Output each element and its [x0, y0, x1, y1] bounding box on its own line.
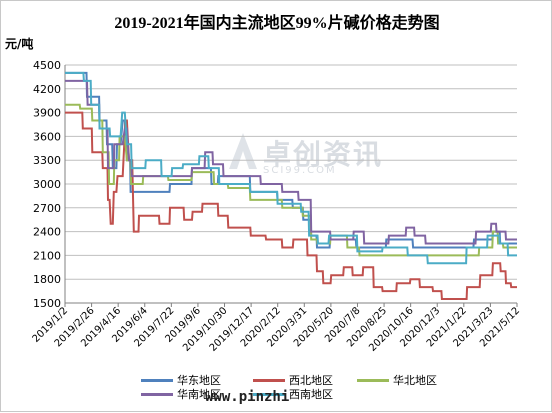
y-tick-label-5: 3000	[33, 178, 61, 191]
source-website-text: www.pinzhi	[205, 389, 290, 405]
y-tick-label-2: 2100	[33, 249, 61, 262]
series-line-4	[65, 71, 517, 265]
series-line-3	[65, 79, 517, 245]
y-axis-ticks: 1500 1800 2100 2400 2700 3000 3300 3600 3900 4200…	[33, 59, 61, 310]
y-tick-label-0: 1500	[33, 297, 61, 310]
series-line-1	[65, 111, 517, 300]
y-tick-label-8: 3900	[33, 107, 61, 120]
y-tick-label-1: 1800	[33, 273, 61, 286]
watermark-subtext: SCI99.COM	[263, 165, 337, 176]
series-layer	[65, 71, 517, 300]
y-tick-label-9: 4200	[33, 83, 61, 96]
y-tick-label-4: 2700	[33, 202, 61, 215]
watermark-text: 卓创资讯	[263, 138, 384, 171]
y-tick-label-7: 3600	[33, 130, 61, 143]
chart-title: 2019-2021年国内主流地区99%片碱价格走势图	[114, 15, 440, 32]
x-axis-ticks: 2019/1/22019/2/262019/4/162019/6/42019/7…	[31, 303, 522, 354]
y-tick-label-6: 3300	[33, 154, 61, 167]
y-tick-label-3: 2400	[33, 226, 61, 239]
y-axis-unit-label: 元/吨	[5, 37, 34, 51]
y-tick-label-10: 4500	[33, 59, 61, 72]
